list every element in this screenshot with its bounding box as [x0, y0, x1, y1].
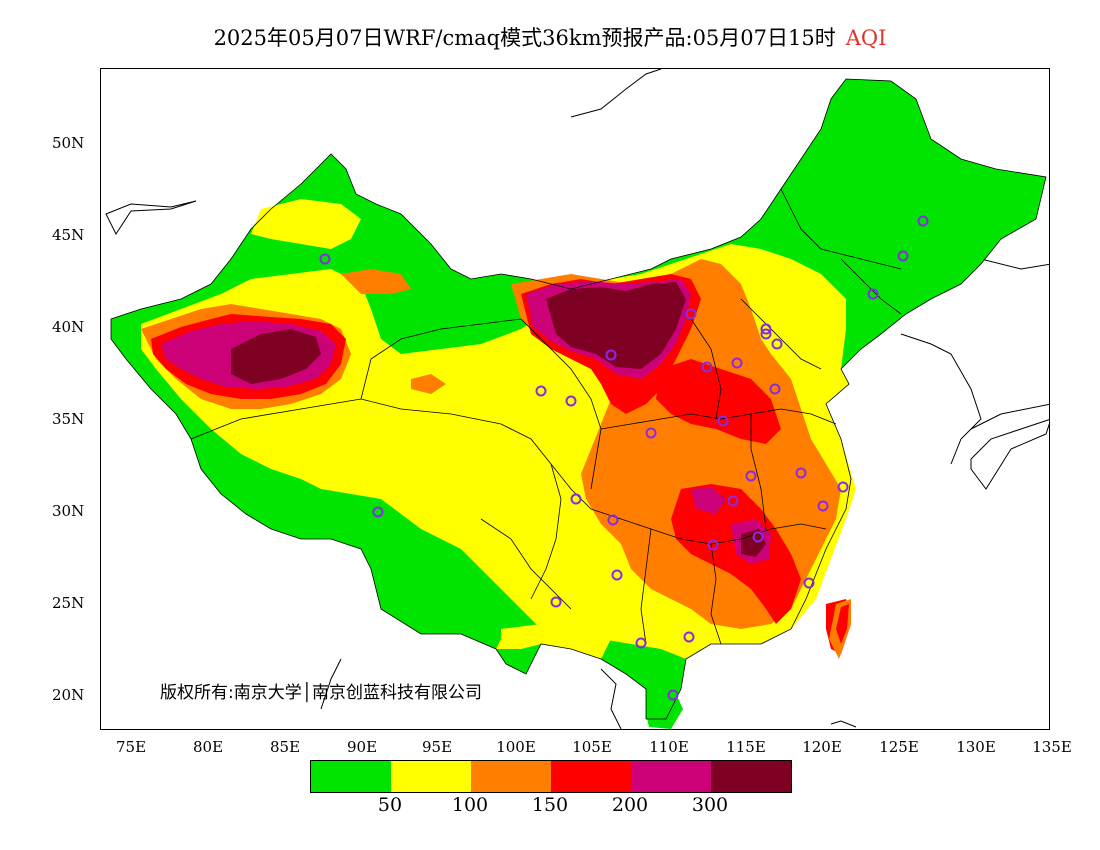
- legend-label: 100: [451, 794, 489, 816]
- legend-label: 150: [531, 794, 569, 816]
- station-marker: [731, 357, 743, 369]
- station-marker: [837, 481, 849, 493]
- lat-label: 40N: [52, 318, 85, 336]
- station-marker: [752, 531, 764, 543]
- map-title: 2025年05月07日WRF/cmaq模式36km预报产品:05月07日15时 A…: [0, 22, 1100, 52]
- lon-label: 130E: [956, 738, 996, 756]
- lat-label: 20N: [52, 686, 85, 704]
- lon-label: 95E: [421, 738, 453, 756]
- station-marker: [565, 395, 577, 407]
- legend-swatch-hazardous: [711, 761, 791, 792]
- lon-label: 80E: [192, 738, 224, 756]
- lon-label: 90E: [346, 738, 378, 756]
- station-marker: [917, 215, 929, 227]
- station-marker: [867, 288, 879, 300]
- region-hazardous: [231, 282, 766, 557]
- station-marker: [683, 631, 695, 643]
- lon-label: 85E: [269, 738, 301, 756]
- coastline-caspian-fragment: [105, 200, 197, 236]
- copyright-text: 版权所有:南京大学│南京创蓝科技有限公司: [160, 683, 482, 703]
- lat-label: 50N: [52, 134, 85, 152]
- station-marker: [372, 506, 384, 518]
- legend-swatch-unhealthy-sensitive: [471, 761, 551, 792]
- legend-label: 200: [611, 794, 649, 816]
- lon-label: 100E: [496, 738, 536, 756]
- station-marker: [707, 539, 719, 551]
- lon-label: 75E: [115, 738, 147, 756]
- lat-label: 45N: [52, 226, 85, 244]
- coastline-japan-sea: [970, 403, 1049, 430]
- station-marker: [685, 308, 697, 320]
- station-marker: [550, 596, 562, 608]
- station-marker: [645, 427, 657, 439]
- lat-label: 35N: [52, 410, 85, 428]
- lon-label: 105E: [572, 738, 612, 756]
- province-borders: [110, 78, 1047, 720]
- station-marker: [701, 361, 713, 373]
- coastline-mongolia-fragment: [570, 69, 662, 118]
- station-marker: [745, 470, 757, 482]
- legend-swatch-unhealthy: [551, 761, 631, 792]
- station-marker: [817, 500, 829, 512]
- lon-label: 125E: [879, 738, 919, 756]
- legend-label: 50: [377, 794, 403, 816]
- lat-label: 25N: [52, 594, 85, 612]
- coastline-korea: [900, 333, 982, 465]
- coastline-japan: [970, 419, 1049, 490]
- station-marker: [760, 328, 772, 340]
- station-marker: [605, 349, 617, 361]
- station-marker: [607, 514, 619, 526]
- legend-swatch-moderate: [391, 761, 471, 792]
- color-legend: [310, 760, 792, 793]
- legend-swatch-very-unhealthy: [631, 761, 711, 792]
- legend-swatch-good: [311, 761, 391, 792]
- island-hainan: [646, 694, 683, 729]
- station-marker: [760, 323, 772, 335]
- lon-label: 115E: [726, 738, 766, 756]
- lon-label: 110E: [649, 738, 689, 756]
- station-marker: [727, 495, 739, 507]
- island-taiwan-core: [836, 604, 849, 644]
- coastline-philippines: [830, 720, 857, 728]
- title-variable: AQI: [845, 26, 887, 50]
- lon-label: 120E: [802, 738, 842, 756]
- station-marker: [611, 569, 623, 581]
- station-marker: [795, 467, 807, 479]
- station-marker: [897, 250, 909, 262]
- station-markers: [319, 215, 929, 701]
- legend-label: 300: [691, 794, 729, 816]
- station-marker: [667, 689, 679, 701]
- aqi-map: [105, 69, 1049, 729]
- station-marker: [769, 383, 781, 395]
- lon-label: 135E: [1032, 738, 1072, 756]
- coastline-india-east: [320, 658, 342, 710]
- station-marker: [717, 415, 729, 427]
- station-marker: [635, 637, 647, 649]
- station-marker: [319, 253, 331, 265]
- title-text: 2025年05月07日WRF/cmaq模式36km预报产品:05月07日15时: [213, 26, 836, 50]
- station-marker: [535, 385, 547, 397]
- station-marker: [771, 338, 783, 350]
- station-marker: [803, 577, 815, 589]
- map-frame: [100, 68, 1050, 730]
- coastline-vietnam: [600, 668, 622, 729]
- lat-label: 30N: [52, 502, 85, 520]
- station-marker: [570, 493, 582, 505]
